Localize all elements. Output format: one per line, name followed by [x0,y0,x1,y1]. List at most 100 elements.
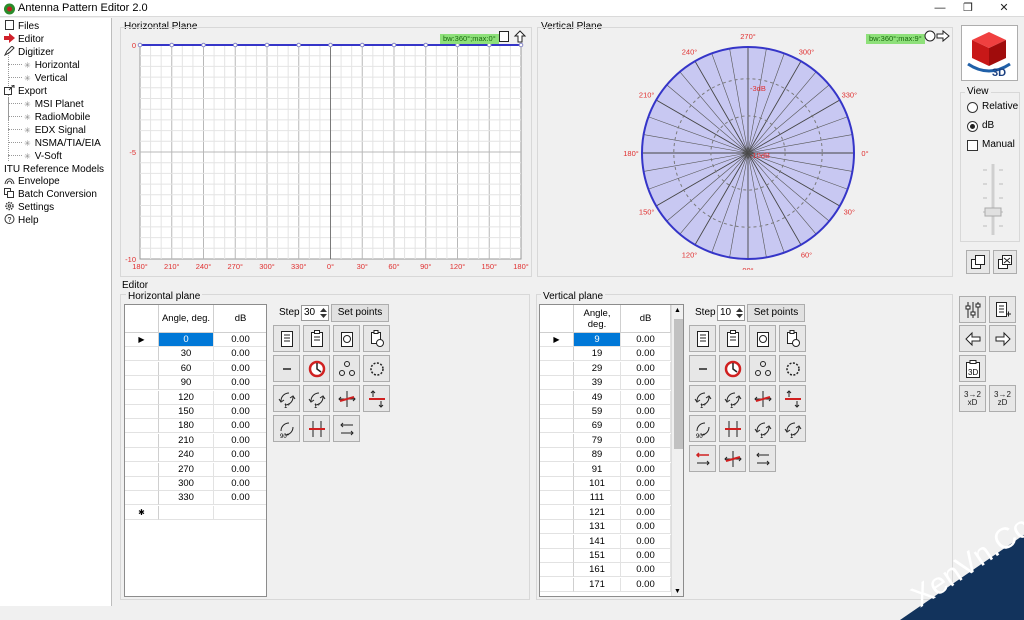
flip-vertical-button[interactable] [779,385,806,412]
tree-item-horizontal[interactable]: ✳ Horizontal [24,59,80,72]
tree-item-files[interactable]: Files [4,20,39,33]
swap-red-arrows-button[interactable] [689,445,716,472]
flip-vertical-button[interactable] [363,385,390,412]
angle-cell[interactable]: 89 [574,448,621,463]
clipboard-button[interactable] [303,325,330,352]
mirror-button[interactable] [749,385,776,412]
db-cell[interactable]: 0.00 [621,520,671,535]
manual-checkbox[interactable] [967,140,978,151]
triangle-dots-button[interactable] [749,355,776,382]
mirror-button[interactable] [719,445,746,472]
row-header[interactable] [540,462,574,477]
column-header-angle[interactable]: Angle, deg. [574,305,621,333]
tree-item-itu-models[interactable]: ITU Reference Models [4,163,104,176]
angle-cell[interactable]: 91 [574,462,621,477]
normalize-button[interactable] [303,355,330,382]
clipboard-ring-button[interactable] [363,325,390,352]
db-cell[interactable]: 0.00 [621,376,671,391]
angle-cell[interactable]: 151 [574,549,621,563]
rotate-step-button[interactable]: 1° [689,385,716,412]
rotate-step-button[interactable]: 1° [749,415,776,442]
db-cell[interactable]: 0.00 [621,433,671,448]
tree-item-editor[interactable]: Editor [4,33,44,46]
copy-view-button[interactable] [966,250,990,274]
clipboard-circle-button[interactable] [333,325,360,352]
convert-3d-to-2d-x-button[interactable]: 3→2 xD [959,385,986,412]
pattern-point[interactable] [423,42,429,48]
tree-item-envelope[interactable]: Envelope [4,175,60,188]
slider-thumb[interactable] [984,207,1002,217]
row-header[interactable] [540,361,574,376]
vertical-plane-chart[interactable]: 270° 300° 330° 0° 30° 60° 90° 120° 150° 180° 210° 2… [600,30,900,270]
angle-cell[interactable]: 90 [159,376,214,391]
db-cell[interactable]: 0.00 [621,477,671,491]
row-header[interactable] [125,462,159,477]
equalizer-button[interactable] [959,296,986,323]
document-button[interactable] [273,325,300,352]
tree-item-vertical[interactable]: ✳ Vertical [24,72,68,85]
document-button[interactable] [689,325,716,352]
db-cell[interactable]: 0.00 [621,534,671,549]
angle-cell[interactable]: 49 [574,390,621,405]
minimize-button[interactable]: — [934,2,946,14]
angle-cell[interactable]: 141 [574,534,621,549]
clipboard-button[interactable] [719,325,746,352]
db-cell[interactable]: 0.00 [214,333,266,347]
db-cell[interactable]: 0.00 [214,405,266,419]
horizontal-pattern-table[interactable]: Angle, deg. dB ▶ 0 0.00 30 0.00 60 0.00 90 0.00 1… [124,304,267,597]
shift-right-button[interactable] [989,325,1016,352]
square-toggle-icon[interactable] [499,31,509,42]
tree-item-settings[interactable]: Settings [4,201,54,214]
db-radio[interactable] [967,121,978,132]
tree-item-edx-signal[interactable]: ✳ EDX Signal [24,124,86,137]
angle-cell[interactable]: 111 [574,491,621,506]
angle-cell[interactable]: 19 [574,347,621,362]
row-header[interactable] [540,505,574,520]
scroll-down-icon[interactable]: ▼ [674,588,681,595]
row-header[interactable] [540,491,574,506]
scale-slider[interactable] [975,162,1011,237]
rotate-90-button[interactable]: 90° [689,415,716,442]
angle-cell[interactable]: 120 [159,390,214,405]
minus-button[interactable] [689,355,716,382]
clipboard-ring-button[interactable] [779,325,806,352]
tree-item-export[interactable]: Export [4,85,47,98]
row-header[interactable] [540,405,574,419]
column-header-db[interactable]: dB [214,305,266,333]
row-header[interactable] [540,347,574,362]
row-header[interactable] [540,477,574,491]
horizontal-bars-button[interactable] [719,415,746,442]
db-cell[interactable]: 0.00 [214,448,266,463]
dotted-ring-button[interactable] [363,355,390,382]
angle-cell[interactable]: 69 [574,419,621,434]
pattern-point[interactable] [359,42,365,48]
vertical-table-scrollbar[interactable]: ▲ ▼ [671,305,683,596]
close-view-button[interactable] [993,250,1017,274]
angle-cell[interactable]: 79 [574,433,621,448]
angle-cell[interactable]: 39 [574,376,621,391]
pattern-point[interactable] [201,42,206,48]
angle-cell[interactable]: 60 [159,361,214,376]
db-cell[interactable]: 0.00 [621,405,671,419]
add-list-button[interactable] [989,296,1016,323]
row-header[interactable] [125,347,159,362]
angle-cell[interactable]: 9 [574,333,621,347]
tree-item-msi-planet[interactable]: ✳ MSI Planet [24,98,84,111]
db-cell[interactable]: 0.00 [214,434,266,448]
shift-left-button[interactable] [959,325,986,352]
tree-item-digitizer[interactable]: Digitizer [4,46,54,59]
row-header[interactable] [125,477,159,491]
db-cell[interactable]: 0.00 [621,549,671,563]
horizontal-set-points-button[interactable]: Set points [331,304,389,322]
angle-cell[interactable]: 210 [159,433,214,448]
row-header[interactable] [540,563,574,578]
db-cell[interactable]: 0.00 [621,577,671,592]
angle-cell[interactable]: 240 [159,448,214,463]
view-3d-button[interactable]: 3D [961,25,1018,81]
rotate-step-button[interactable]: 1° [779,415,806,442]
db-cell[interactable]: 0.00 [214,362,266,376]
column-header-angle[interactable]: Angle, deg. [159,305,214,333]
row-header[interactable] [540,534,574,549]
vertical-step-input[interactable]: 10 [717,305,745,321]
maximize-button[interactable]: ❐ [963,2,973,14]
